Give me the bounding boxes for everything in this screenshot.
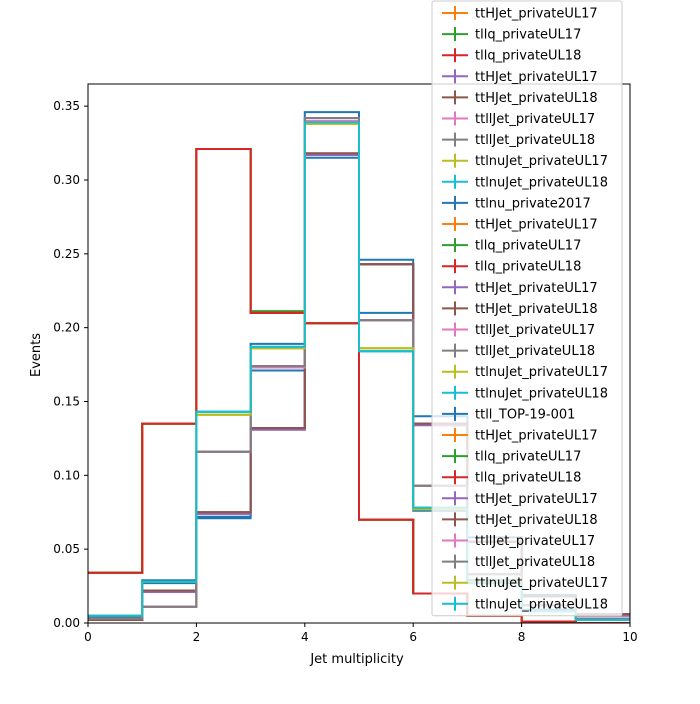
- legend-label: ttHJet_privateUL17: [475, 218, 598, 233]
- legend-entry: tllq_privateUL18: [442, 259, 581, 275]
- legend-entry: tllq_privateUL17: [442, 238, 581, 254]
- x-tick-label: 6: [409, 630, 417, 644]
- legend-box: [431, 0, 623, 617]
- legend-entry: ttHJet_privateUL17: [442, 6, 598, 22]
- legend-label: ttHJet_privateUL18: [475, 302, 598, 317]
- x-tick-label: 8: [518, 630, 526, 644]
- legend-entry: ttHJet_privateUL17: [442, 217, 598, 233]
- legend-entry: ttllJet_privateUL17: [442, 322, 595, 338]
- legend-label: ttHJet_privateUL17: [475, 492, 598, 507]
- legend-label: tllq_privateUL18: [475, 49, 581, 64]
- y-tick-label: 0.10: [53, 468, 80, 482]
- legend-label: ttllJet_privateUL17: [475, 112, 595, 127]
- legend-label: ttHJet_privateUL17: [475, 281, 598, 296]
- legend-label: ttll_TOP-19-001: [475, 407, 575, 422]
- legend-entry: ttllJet_privateUL17: [442, 533, 595, 549]
- y-tick-label: 0.00: [53, 616, 80, 630]
- legend-label: ttHJet_privateUL17: [475, 70, 598, 85]
- y-tick-label: 0.35: [53, 99, 80, 113]
- legend-label: ttllJet_privateUL17: [475, 534, 595, 549]
- legend-label: ttHJet_privateUL18: [475, 91, 598, 106]
- legend-label: ttlnuJet_privateUL18: [475, 386, 608, 401]
- legend-label: ttHJet_privateUL17: [475, 429, 598, 444]
- legend: ttHJet_privateUL17 tllq_privateUL17 tllq_p…: [431, 0, 623, 617]
- y-axis-label: Events: [29, 333, 44, 377]
- legend-entry: ttlnuJet_privateUL17: [442, 153, 608, 169]
- y-tick-label: 0.30: [53, 173, 80, 187]
- legend-label: ttllJet_privateUL18: [475, 344, 595, 359]
- legend-entry: ttllJet_privateUL18: [442, 343, 595, 359]
- x-axis-label: Jet multiplicity: [309, 652, 404, 667]
- plot-frame: [87, 83, 631, 624]
- legend-label: tllq_privateUL18: [475, 471, 581, 486]
- x-tick-label: 4: [301, 630, 309, 644]
- legend-entry: ttlnuJet_privateUL18: [442, 385, 608, 401]
- legend-label: ttlnuJet_privateUL17: [475, 576, 608, 591]
- legend-entry: ttHJet_privateUL17: [442, 491, 598, 507]
- legend-label: ttHJet_privateUL18: [475, 513, 598, 528]
- legend-entry: ttlnuJet_privateUL18: [442, 596, 608, 612]
- legend-entry: ttll_TOP-19-001: [442, 406, 575, 422]
- legend-label: ttllJet_privateUL17: [475, 323, 595, 338]
- legend-entry: ttHJet_privateUL18: [442, 301, 598, 317]
- y-tick-label: 0.15: [53, 394, 80, 408]
- legend-label: ttHJet_privateUL17: [475, 7, 598, 22]
- legend-entry: ttllJet_privateUL18: [442, 554, 595, 570]
- legend-entry: tllq_privateUL18: [442, 470, 581, 486]
- legend-label: tllq_privateUL17: [475, 28, 581, 43]
- legend-entry: ttlnuJet_privateUL17: [442, 364, 608, 380]
- legend-entry: ttlnu_private2017: [442, 195, 591, 211]
- legend-entry: ttllJet_privateUL17: [442, 111, 595, 127]
- legend-entry: tllq_privateUL17: [442, 449, 581, 465]
- legend-label: tllq_privateUL17: [475, 450, 581, 465]
- legend-entry: ttHJet_privateUL18: [442, 90, 598, 106]
- y-tick-label: 0.05: [53, 542, 80, 556]
- legend-entry: ttHJet_privateUL17: [442, 69, 598, 85]
- legend-label: ttlnuJet_privateUL17: [475, 154, 608, 169]
- legend-entry: ttlnuJet_privateUL17: [442, 575, 608, 591]
- legend-label: ttlnu_private2017: [475, 196, 591, 211]
- legend-label: tllq_privateUL17: [475, 239, 581, 254]
- y-axis: 0.00 0.05 0.10 0.15 0.20 0.25 0.30 0.35: [53, 99, 88, 630]
- legend-label: ttllJet_privateUL18: [475, 133, 595, 148]
- legend-label: ttllJet_privateUL18: [475, 555, 595, 570]
- x-tick-label: 10: [622, 630, 637, 644]
- legend-entry: tllq_privateUL18: [442, 48, 581, 64]
- y-tick-label: 0.25: [53, 247, 80, 261]
- legend-entry: ttlnuJet_privateUL18: [442, 174, 608, 190]
- x-axis: 0 2 4 6 8 10: [84, 623, 638, 644]
- legend-entry: ttHJet_privateUL18: [442, 512, 598, 528]
- legend-entry: ttHJet_privateUL17: [442, 428, 598, 444]
- y-tick-label: 0.20: [53, 321, 80, 335]
- series-line-22: [88, 148, 630, 623]
- legend-entry: tllq_privateUL17: [442, 27, 581, 43]
- legend-entry: ttllJet_privateUL18: [442, 132, 595, 148]
- legend-entry: ttHJet_privateUL17: [442, 280, 598, 296]
- legend-label: ttlnuJet_privateUL18: [475, 175, 608, 190]
- x-tick-label: 2: [193, 630, 201, 644]
- legend-label: ttlnuJet_privateUL18: [475, 597, 608, 612]
- legend-label: ttlnuJet_privateUL17: [475, 365, 608, 380]
- x-tick-label: 0: [84, 630, 92, 644]
- legend-label: tllq_privateUL18: [475, 260, 581, 275]
